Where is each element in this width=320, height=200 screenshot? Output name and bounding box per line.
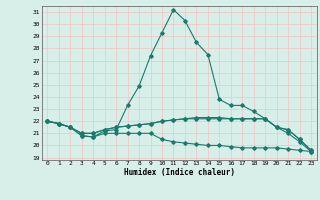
X-axis label: Humidex (Indice chaleur): Humidex (Indice chaleur) (124, 168, 235, 177)
